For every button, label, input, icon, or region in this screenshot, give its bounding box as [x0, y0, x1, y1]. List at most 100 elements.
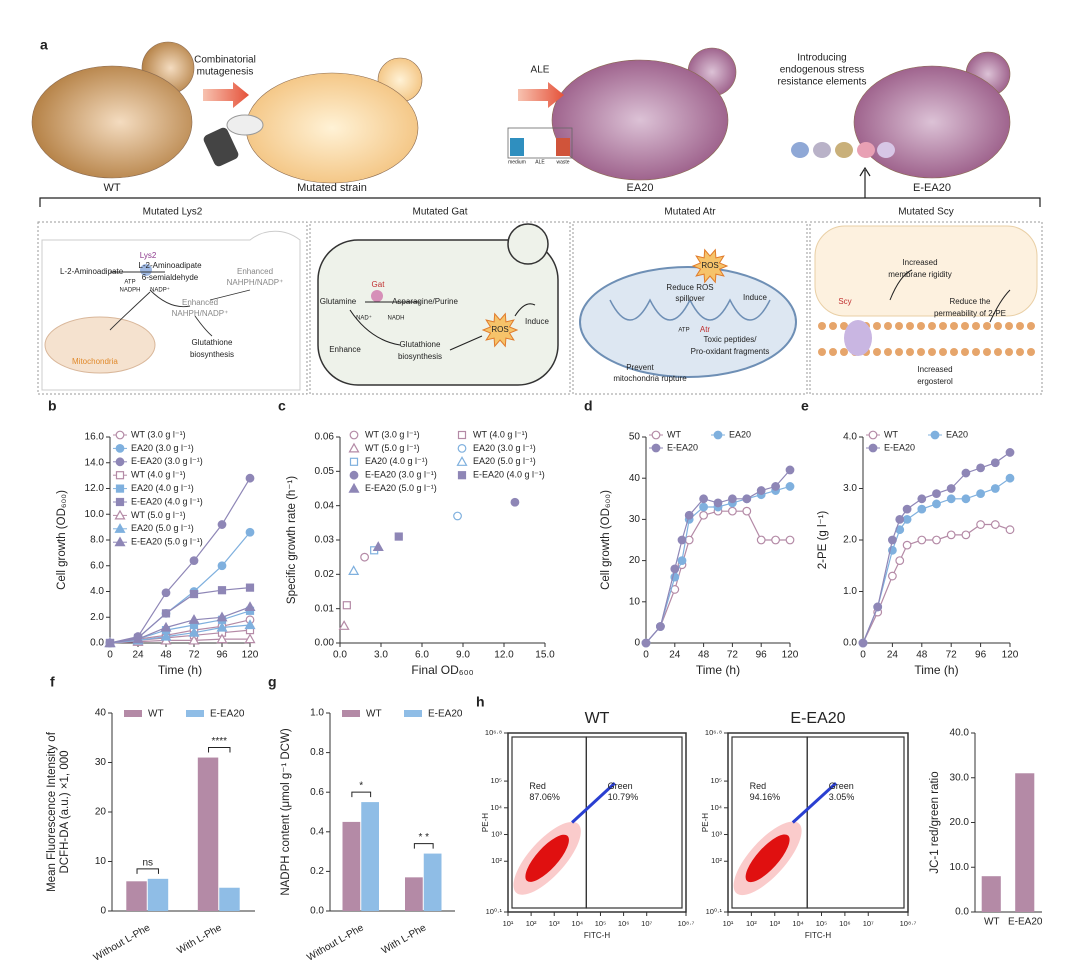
lipid-head [1016, 348, 1024, 356]
y-tick-label: 10² [491, 856, 502, 865]
lipid-head [983, 322, 991, 330]
y-tick-label: 0.0 [90, 638, 104, 649]
box-label: Reduce ROS [666, 283, 713, 292]
box-label: Pro-oxidant fragments [691, 347, 770, 356]
marker [742, 506, 752, 516]
y-axis-label: Mean Fluorescence Intensity of [46, 731, 58, 892]
legend-label: E-EA20 (5.0 g l⁻¹) [131, 537, 203, 547]
panel-label: h [476, 694, 485, 710]
x-axis-label: FITC-H [584, 931, 610, 940]
marker [946, 484, 956, 493]
x-tick-label: 96 [756, 650, 768, 661]
box-label: Glutamine [320, 297, 357, 306]
significance-label: **** [211, 736, 227, 747]
marker [115, 497, 125, 507]
y-tick-label: 30.0 [950, 772, 970, 783]
significance-bracket [351, 791, 372, 798]
y-tick-label: 0.03 [315, 535, 335, 546]
y-axis-label: NADPH content (μmol g⁻¹ DCW) [280, 728, 292, 896]
y-tick-label: 0.04 [315, 500, 335, 511]
marker [216, 611, 228, 622]
x-tick-label: Without L-Phe [305, 922, 366, 963]
y-tick-label: 0.8 [310, 747, 324, 758]
legend-label: E-EA20 (3.0 g l⁻¹) [365, 470, 437, 480]
x-tick-label: 10⁴ [792, 919, 804, 928]
gate-name: Green [829, 781, 854, 791]
y-tick-label: 0.2 [310, 866, 324, 877]
marker [114, 509, 126, 520]
marker [348, 565, 360, 576]
x-tick-label: 15.0 [535, 650, 555, 661]
marker [930, 430, 940, 440]
legend-label: E-EA20 [210, 709, 245, 720]
y-tick-label: 20 [629, 555, 641, 566]
legend-swatch [124, 710, 142, 717]
x-tick-label: 48 [916, 650, 928, 661]
box-label: NAD⁺ [356, 315, 372, 322]
legend-label: WT (5.0 g l⁻¹) [365, 443, 420, 453]
marker [785, 465, 795, 475]
marker [348, 442, 360, 453]
legend-label: E-EA20 [884, 442, 915, 452]
lipid-head [961, 322, 969, 330]
lipid-head [840, 348, 848, 356]
marker [217, 520, 227, 529]
box-label: Scy [838, 297, 851, 306]
marker [656, 622, 665, 631]
lipid-head [840, 322, 848, 330]
marker [216, 633, 228, 644]
box-label: biosynthesis [190, 350, 234, 359]
legend-label: E-EA20 (4.0 g l⁻¹) [131, 496, 203, 506]
x-tick-label: 12.0 [494, 650, 514, 661]
marker [188, 634, 200, 645]
marker [742, 494, 752, 504]
legend-label: WT [884, 429, 898, 439]
y-tick-label: 10⁶·⁸ [705, 728, 722, 737]
y-tick-label: 10³ [711, 830, 722, 839]
x-tick-label: 120 [242, 650, 259, 661]
box-label: Mitochondria [72, 357, 118, 366]
box-label: Lys2 [140, 251, 157, 260]
x-tick-label: 10⁶ [839, 919, 850, 928]
bar [981, 876, 1001, 912]
box-label: Enhanced [237, 267, 273, 276]
y-tick-label: 16.0 [85, 432, 105, 443]
bar [197, 757, 219, 911]
marker [990, 520, 1000, 529]
marker [946, 494, 956, 504]
marker [728, 494, 737, 504]
marker [245, 527, 255, 537]
marker [244, 601, 256, 612]
marker [217, 586, 227, 595]
marker [342, 601, 351, 610]
x-tick-label: 10⁵ [595, 919, 606, 928]
lipid-head [950, 348, 958, 356]
lipid-head [1027, 322, 1035, 330]
marker [244, 619, 256, 630]
marker [699, 502, 708, 512]
marker [756, 535, 766, 545]
ros-star-2 [691, 248, 729, 284]
series-line [109, 624, 251, 644]
box-label: Increased [902, 258, 937, 267]
y-axis-label: 2-PE (g l⁻¹) [817, 511, 829, 570]
legend-label: WT (3.0 g l⁻¹) [131, 429, 186, 439]
marker [217, 561, 227, 571]
marker [132, 633, 144, 644]
marker [1005, 473, 1015, 483]
marker [161, 588, 171, 598]
cell [551, 59, 729, 181]
spray-icon [203, 127, 239, 167]
lipid-head [1005, 348, 1013, 356]
y-tick-label: 10 [629, 596, 641, 607]
panel-label: g [268, 674, 277, 690]
lipid-head [994, 348, 1002, 356]
x-tick-label: 24 [669, 650, 681, 661]
marker [677, 535, 687, 545]
pathway-arrows-2 [349, 301, 536, 351]
strain-label: EA20 [627, 182, 654, 194]
ros-star [481, 312, 519, 348]
marker [961, 530, 971, 540]
strain-label: E-EA20 [913, 182, 951, 194]
